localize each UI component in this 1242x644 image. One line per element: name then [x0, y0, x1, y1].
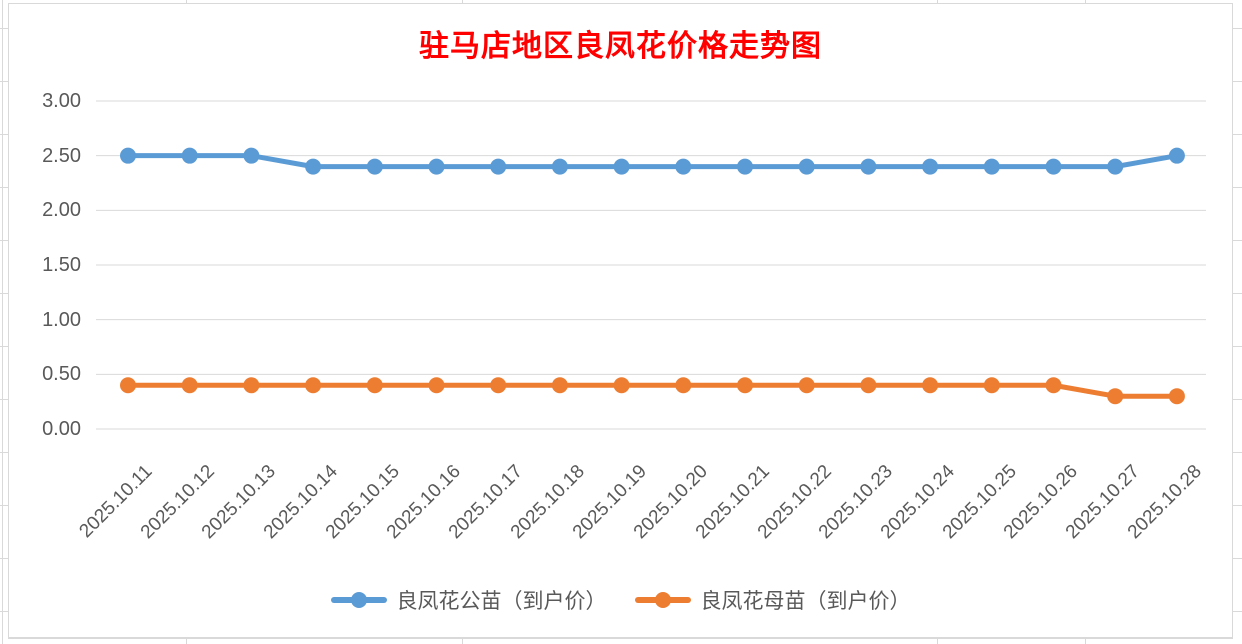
legend-item-female-seedling[interactable]: 良凤花母苗（到户价） [634, 585, 911, 615]
legend: 良凤花公苗（到户价） 良凤花母苗（到户价） [9, 582, 1232, 618]
y-axis-label: 2.50 [42, 144, 81, 167]
data-point[interactable] [1107, 158, 1124, 175]
y-axis-label: 0.00 [42, 418, 81, 440]
female-seedling-legend-marker [634, 591, 691, 609]
data-point[interactable] [243, 377, 260, 394]
female-seedling-series-line [125, 382, 1180, 399]
y-axis-label: 3.00 [42, 90, 81, 112]
data-point[interactable] [798, 158, 815, 175]
data-point[interactable] [428, 158, 445, 175]
data-point[interactable] [305, 158, 322, 175]
legend-dot-icon [654, 592, 671, 608]
y-axis-label: 2.00 [42, 199, 81, 222]
male-seedling-series-line [125, 153, 1180, 170]
data-point[interactable] [181, 377, 198, 394]
data-point[interactable] [366, 158, 383, 175]
data-point[interactable] [305, 377, 322, 394]
chart-title: 驻马店地区良凤花价格走势图 [419, 30, 822, 63]
data-point[interactable] [737, 377, 753, 394]
data-point[interactable] [243, 147, 260, 164]
chart-object[interactable]: 驻马店地区良凤花价格走势图 0.00 0.50 1.00 1.50 2.00 2.50 3.… [8, 3, 1233, 639]
data-point[interactable] [983, 377, 1000, 394]
y-axis-label: 0.50 [42, 363, 81, 386]
legend-label: 良凤花母苗（到户价） [700, 590, 911, 613]
data-point[interactable] [120, 377, 136, 394]
data-point[interactable] [860, 377, 877, 394]
data-point[interactable] [613, 377, 630, 394]
data-point[interactable] [428, 377, 445, 394]
y-axis-label: 1.00 [42, 308, 81, 331]
data-point[interactable] [490, 158, 507, 175]
data-point[interactable] [490, 377, 507, 394]
data-point[interactable] [120, 147, 136, 164]
legend-item-male-seedling[interactable]: 良凤花公苗（到户价） [330, 585, 607, 615]
data-point[interactable] [551, 158, 568, 175]
data-point[interactable] [366, 377, 383, 394]
data-point[interactable] [737, 158, 753, 175]
data-point[interactable] [613, 158, 630, 175]
data-point[interactable] [675, 377, 692, 394]
y-axis-label: 1.50 [42, 254, 81, 276]
legend-label: 良凤花公苗（到户价） [396, 590, 607, 613]
data-point[interactable] [1045, 377, 1062, 394]
data-point[interactable] [675, 158, 692, 175]
data-point[interactable] [983, 158, 1000, 175]
sheet-column-line [2, 0, 3, 644]
data-point[interactable] [798, 377, 815, 394]
data-point[interactable] [551, 377, 568, 394]
male-seedling-legend-marker [330, 591, 387, 609]
data-point[interactable] [1168, 388, 1185, 405]
data-point[interactable] [1107, 388, 1124, 405]
data-point[interactable] [181, 147, 198, 164]
data-point[interactable] [1168, 147, 1185, 164]
plot-area [96, 100, 1206, 430]
data-point[interactable] [922, 158, 939, 175]
data-point[interactable] [860, 158, 877, 175]
data-point[interactable] [922, 377, 939, 394]
data-point[interactable] [1045, 158, 1062, 175]
legend-dot-icon [350, 592, 367, 608]
